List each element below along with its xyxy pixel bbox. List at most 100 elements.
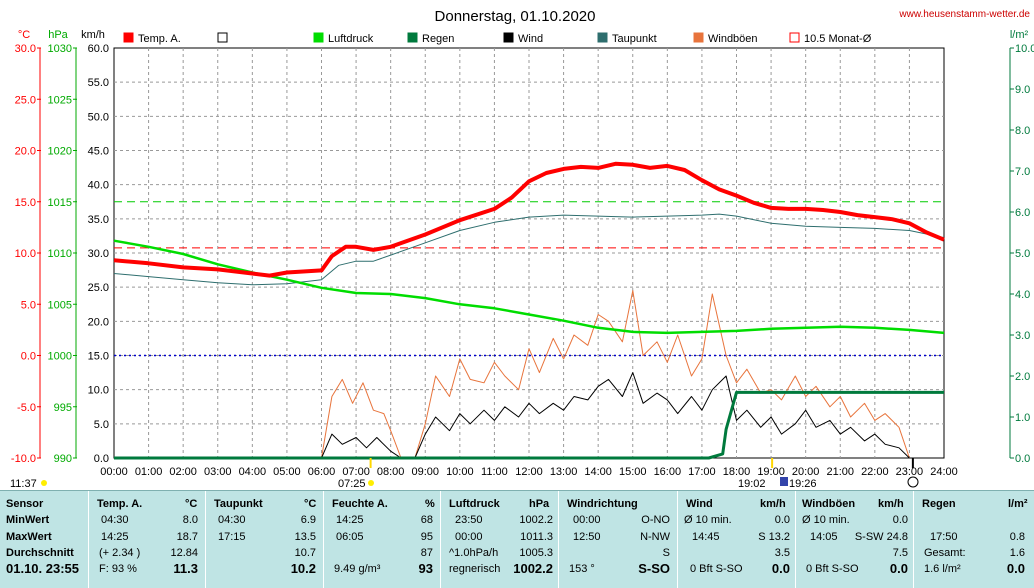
rain-tick-label: 1.0 (1015, 412, 1030, 424)
dew-max: 13.5 (294, 531, 316, 543)
dir-deg: 153 ° (569, 563, 595, 575)
time-tick-label: 11:00 (481, 466, 508, 478)
press-forecast: regnerisch (449, 563, 501, 575)
time-tick-label: 17:00 (688, 466, 716, 478)
stats-table: Sensor MinWert MaxWert Durchschnitt 01.1… (0, 490, 1034, 588)
temp-tick-label: 30.0 (15, 43, 36, 55)
press-min-time: 23:50 (455, 514, 483, 526)
rain-tick-label: 2.0 (1015, 371, 1030, 383)
wind-header: Wind (686, 498, 713, 510)
dew-min: 6.9 (300, 514, 316, 526)
gust-header: Windböen (802, 498, 856, 510)
col-press: Luftdruck hPa 23:50 1002.2 00:00 1011.3 … (440, 491, 559, 588)
sunrise-icon (368, 480, 374, 486)
sensor-avg: Durchschnitt (6, 547, 74, 559)
hpa-tick-label: 1010 (48, 248, 72, 260)
col-temp: Temp. A. °C 04:30 8.0 14:25 18.7 (+ 2.34… (88, 491, 206, 588)
kmh-tick-label: 30.0 (88, 248, 109, 260)
dew-header: Taupunkt (214, 498, 263, 510)
series-wind (321, 372, 910, 459)
rain-max-time: 17:50 (930, 531, 958, 543)
sunrise-label: 07:25 (338, 478, 366, 490)
chart-legend: Temp. A. Luftdruck Regen Wind Taupunkt Windbö… (123, 32, 872, 45)
dir-header: Windrichtung (567, 498, 638, 510)
col-gust: Windböen km/h Ø 10 min. 0.0 14:05 S-SW 2… (795, 491, 914, 588)
time-tick-label: 15:00 (619, 466, 647, 478)
legend-label: Windböen (708, 33, 758, 45)
kmh-tick-label: 20.0 (88, 316, 109, 328)
hum-now: 93 (418, 561, 433, 576)
rain-tick-label: 6.0 (1015, 207, 1030, 219)
right-axis: 10.0 9.0 8.0 7.0 6.0 5.0 4.0 3.0 2.0 1.0 0.0 (1009, 43, 1034, 465)
press-avg: 1005.3 (519, 547, 553, 559)
legend-swatch (123, 32, 134, 43)
temp-feel: F: 93 % (99, 563, 137, 575)
time-axis: 00:00 01:00 02:00 03:00 04:00 05:00 06:00 07:00… (100, 466, 958, 478)
time-tick-label: 01:00 (135, 466, 163, 478)
wind-min-label: Ø 10 min. (684, 514, 732, 526)
kmh-tick-label: 10.0 (88, 385, 109, 397)
temp-unit: °C (185, 498, 198, 510)
time-tick-label: 12:00 (515, 466, 543, 478)
rain-tick-label: 7.0 (1015, 166, 1030, 178)
time-tick-label: 00:00 (100, 466, 128, 478)
press-unit: hPa (529, 498, 550, 510)
temp-max-time: 14:25 (101, 531, 129, 543)
legend-swatch (407, 32, 418, 43)
temp-header: Temp. A. (97, 498, 143, 510)
rain-tick-label: 0.0 (1015, 453, 1030, 465)
kmh-tick-label: 40.0 (88, 180, 109, 192)
time-tick-label: 05:00 (273, 466, 301, 478)
left-time-label: 11:37 (10, 478, 37, 490)
time-tick-label: 10:00 (446, 466, 474, 478)
hum-avg: 87 (420, 547, 433, 559)
time-tick-label: 02:00 (169, 466, 197, 478)
col-rain: Regen l/m² 17:50 0.8 Gesamt: 1.6 1.6 l/m… (913, 491, 1034, 588)
dew-max-time: 17:15 (218, 531, 246, 543)
temp-tick-label: 5.0 (21, 299, 36, 311)
legend-label: Regen (422, 33, 454, 45)
temp-min: 8.0 (182, 514, 198, 526)
time-tick-label: 06:00 (308, 466, 336, 478)
site-url[interactable]: www.heusenstamm-wetter.de (898, 9, 1030, 20)
dir-max: N-NW (640, 531, 670, 543)
temp-tick-label: 0.0 (21, 351, 36, 363)
press-header: Luftdruck (449, 498, 500, 510)
wind-avg: 3.5 (774, 547, 790, 559)
gust-bft: 0 Bft S-SO (806, 563, 859, 575)
hpa-tick-label: 990 (54, 453, 72, 465)
hum-unit: % (425, 498, 435, 510)
wind-max-time: 14:45 (692, 531, 720, 543)
legend-label: 10.5 Monat-Ø (804, 33, 872, 45)
gust-min: 0.0 (892, 514, 908, 526)
dew-unit: °C (304, 498, 317, 510)
temp-tick-label: -10.0 (11, 453, 36, 465)
rain-tick-label: 8.0 (1015, 125, 1030, 137)
wind-now: 0.0 (771, 561, 790, 576)
chart-title: Donnerstag, 01.10.2020 (435, 8, 596, 25)
wind-max: S 13.2 (758, 531, 790, 543)
hpa-tick-label: 1015 (48, 197, 72, 209)
dir-max-time: 12:50 (573, 531, 601, 543)
wind-bft: 0 Bft S-SO (690, 563, 743, 575)
press-max: 1011.3 (520, 531, 553, 543)
legend-label: Wind (518, 33, 543, 45)
dew-avg: 10.7 (294, 547, 316, 559)
unit-temp: °C (18, 29, 30, 41)
sensor-now: 01.10. 23:55 (6, 561, 80, 576)
sensor-header: Sensor (6, 498, 44, 510)
kmh-tick-label: 15.0 (88, 351, 109, 363)
dir-now: S-SO (638, 561, 670, 576)
temp-tick-label: 20.0 (15, 146, 36, 158)
hum-min-time: 14:25 (336, 514, 364, 526)
gust-min-label: Ø 10 min. (802, 514, 850, 526)
gust-now: 0.0 (889, 561, 908, 576)
kmh-tick-label: 55.0 (88, 77, 109, 89)
legend-swatch (503, 32, 514, 43)
rain-tick-label: 4.0 (1015, 289, 1030, 301)
unit-kmh: km/h (81, 29, 105, 41)
rain-tick-label: 5.0 (1015, 248, 1030, 260)
legend-swatch (313, 32, 324, 43)
hpa-tick-label: 1020 (48, 146, 72, 158)
time-tick-label: 18:00 (723, 466, 751, 478)
